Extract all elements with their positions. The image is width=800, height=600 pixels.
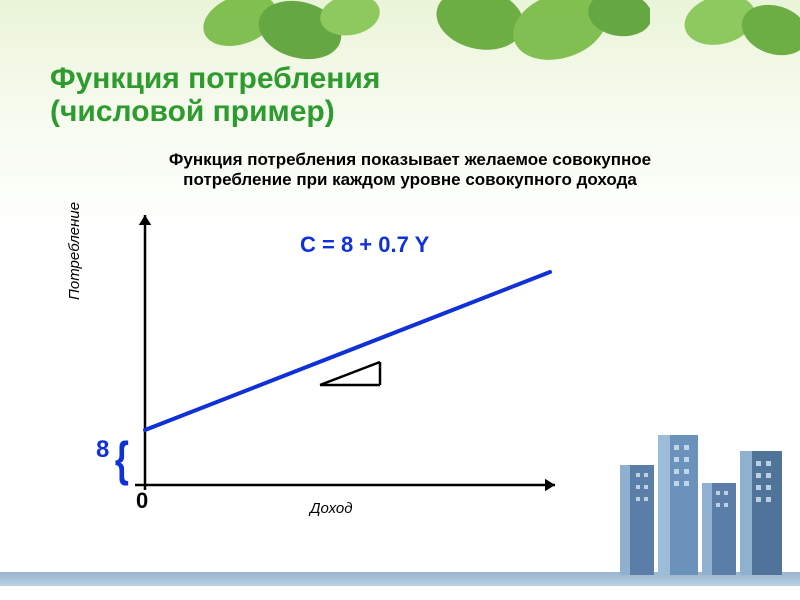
intercept-brace: { (115, 434, 129, 488)
equation-label: C = 8 + 0.7 Y (300, 232, 429, 258)
chart-svg (90, 210, 590, 530)
title-line2: (числовой пример) (50, 95, 380, 128)
intercept-label: 8 (96, 436, 109, 464)
leaf-decor-3 (680, 0, 800, 80)
x-axis-label: Доход (310, 500, 353, 517)
slide-subtitle: Функция потребления показывает желаемое … (120, 150, 700, 190)
y-axis-label: Потребление (66, 202, 83, 300)
buildings-decor (610, 395, 790, 580)
title-line1: Функция потребления (50, 62, 380, 95)
origin-label: 0 (136, 488, 148, 514)
slide-root: Функция потребления (числовой пример) Фу… (0, 0, 800, 600)
consumption-chart: Потребление Доход 0 8 { C = 8 + 0.7 Y (90, 210, 590, 530)
slide-title: Функция потребления (числовой пример) (50, 62, 380, 128)
leaf-decor-2 (430, 0, 650, 94)
